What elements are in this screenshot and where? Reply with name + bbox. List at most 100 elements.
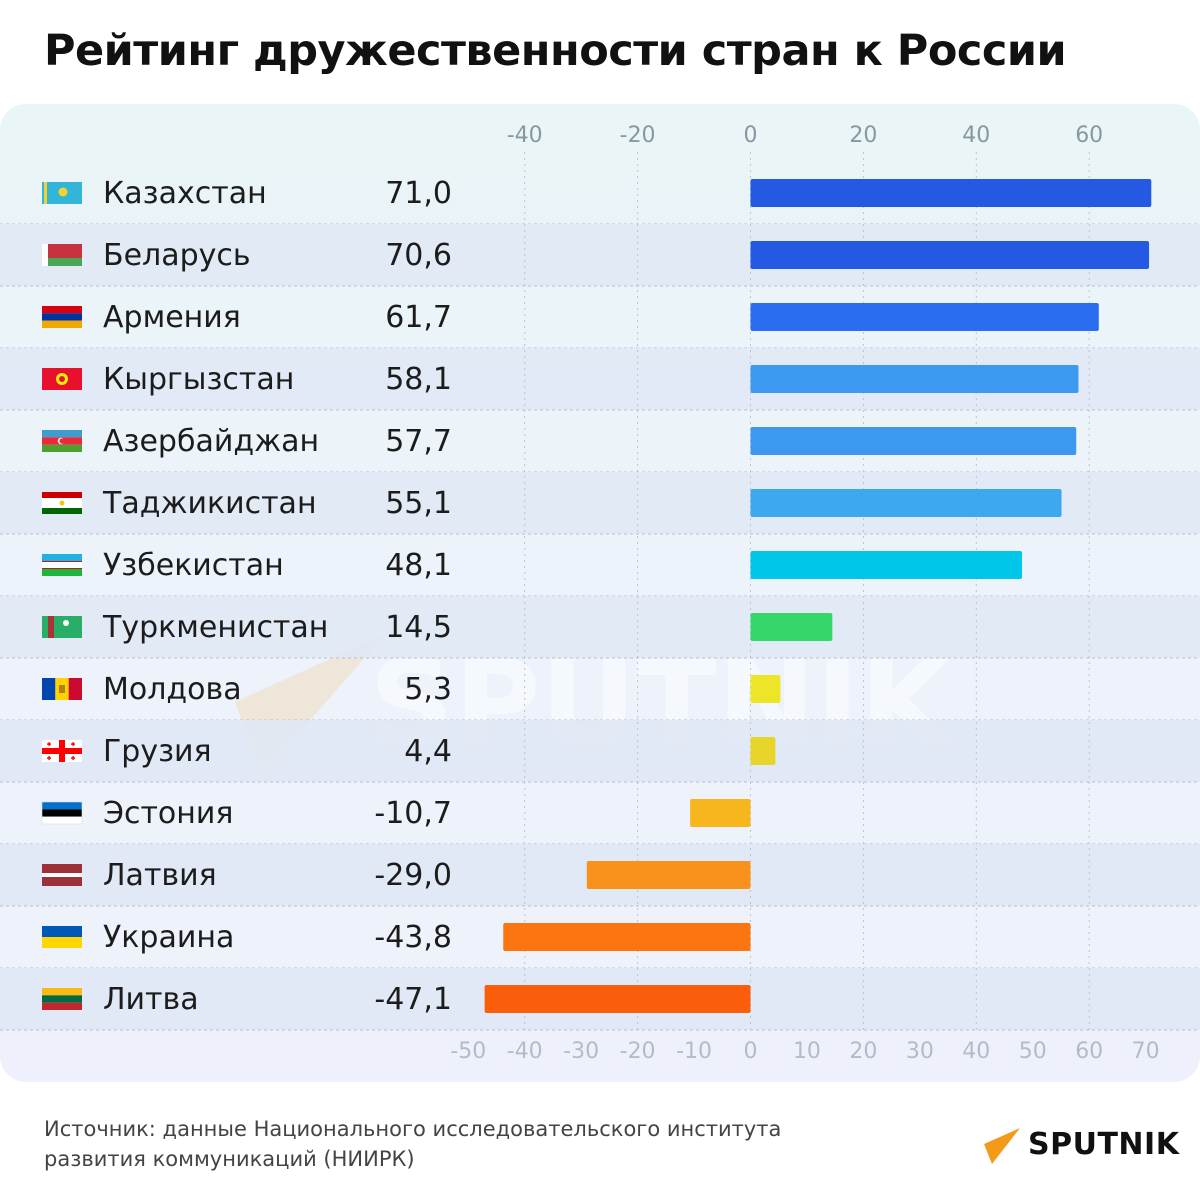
value-label: -29,0 (374, 858, 452, 893)
bar (750, 303, 1099, 331)
bottom-tick-label: 0 (744, 1039, 758, 1064)
top-tick-label: -40 (507, 123, 543, 148)
country-name: Казахстан (103, 176, 267, 211)
bar (750, 675, 781, 703)
kyrgyzstan-flag (42, 368, 82, 390)
country-name: Эстония (103, 796, 233, 831)
country-name: Латвия (103, 858, 217, 893)
bottom-tick-label: 50 (1019, 1039, 1047, 1064)
tajikistan-flag (42, 492, 82, 514)
country-row: Таджикистан 55,1 (42, 486, 1062, 521)
ukraine-flag (42, 926, 82, 948)
country-row: Молдова 5,3 (42, 672, 781, 707)
country-name: Азербайджан (103, 424, 319, 459)
value-label: -10,7 (374, 796, 452, 831)
value-label: 4,4 (404, 734, 452, 769)
bottom-tick-label: 20 (849, 1039, 877, 1064)
sputnik-logo-text: SPUTNIK (1028, 1126, 1180, 1162)
country-row: Туркменистан 14,5 (42, 610, 833, 645)
bar (750, 365, 1079, 393)
value-label: 61,7 (385, 300, 452, 335)
top-axis: -40 -20 0 20 40 60 (507, 123, 1103, 148)
estonia-flag (41, 801, 83, 825)
bottom-tick-label: 70 (1132, 1039, 1160, 1064)
bottom-tick-label: -10 (676, 1039, 712, 1064)
country-row: Кыргызстан 58,1 (42, 362, 1079, 397)
country-row: Узбекистан 48,1 (42, 548, 1023, 583)
value-label: 58,1 (385, 362, 452, 397)
bottom-tick-label: -20 (620, 1039, 656, 1064)
country-row: Казахстан 71,0 (42, 176, 1152, 211)
top-tick-label: 20 (849, 123, 877, 148)
azerbaijan-flag (42, 430, 82, 452)
country-row: Украина -43,8 (42, 920, 751, 955)
value-label: -43,8 (374, 920, 452, 955)
bar-chart: SPUTNIK -40 -20 0 20 40 60-50 -40 -30 -20 -10 0 10 2… (0, 123, 1200, 1064)
country-name: Литва (103, 982, 199, 1017)
bar (484, 985, 751, 1013)
country-row: Латвия -29,0 (42, 858, 751, 893)
country-row: Армения 61,7 (42, 300, 1099, 335)
sputnik-logo: SPUTNIK (982, 1122, 1179, 1166)
country-name: Узбекистан (103, 548, 284, 583)
chart-panel: SPUTNIK -40 -20 0 20 40 60 -50 -40 -30 -20 -10 0 10 2… (0, 104, 1200, 1082)
value-label: -47,1 (374, 982, 452, 1017)
value-label: 55,1 (385, 486, 452, 521)
bottom-tick-label: 40 (962, 1039, 990, 1064)
value-label: 70,6 (385, 238, 452, 273)
moldova-flag (42, 678, 82, 700)
lithuania-flag (42, 988, 82, 1010)
rows: Казахстан 71,0 Беларусь 70,6 Армения 61,7 Кырг… (41, 176, 1152, 1017)
bar (750, 489, 1062, 517)
country-name: Украина (103, 920, 234, 955)
kazakhstan-flag (42, 182, 82, 204)
row-stripe (0, 720, 1200, 782)
top-tick-label: 60 (1075, 123, 1103, 148)
country-row: Азербайджан 57,7 (42, 424, 1077, 459)
bar (750, 551, 1023, 579)
armenia-flag (42, 306, 82, 328)
bottom-tick-label: -50 (450, 1039, 486, 1064)
georgia-flag (42, 740, 82, 762)
country-name: Молдова (103, 672, 242, 707)
bottom-tick-label: 10 (793, 1039, 821, 1064)
belarus-flag (42, 244, 82, 266)
country-name: Кыргызстан (103, 362, 294, 397)
bar (586, 861, 751, 889)
country-name: Армения (103, 300, 241, 335)
row-stripes (0, 223, 1200, 1031)
bar (750, 737, 776, 765)
bottom-tick-label: -40 (507, 1039, 543, 1064)
country-row: Эстония -10,7 (41, 796, 751, 831)
value-label: 48,1 (385, 548, 452, 583)
sputnik-logo-icon (984, 1128, 1020, 1164)
top-tick-label: 40 (962, 123, 990, 148)
latvia-flag (42, 864, 82, 886)
bar (750, 427, 1077, 455)
value-label: 57,7 (385, 424, 452, 459)
top-tick-label: 0 (744, 123, 758, 148)
country-name: Туркменистан (102, 610, 328, 645)
bar (750, 241, 1150, 269)
country-row: Грузия 4,4 (42, 734, 776, 769)
bar (750, 613, 833, 641)
top-tick-label: -20 (620, 123, 656, 148)
uzbekistan-flag (42, 554, 82, 576)
turkmenistan-flag (42, 616, 82, 638)
bottom-axis: -50 -40 -30 -20 -10 0 10 20 30 40 50 60 70 (450, 1039, 1159, 1064)
gridlines (524, 152, 1090, 1030)
value-label: 5,3 (404, 672, 452, 707)
country-name: Таджикистан (102, 486, 317, 521)
country-name: Грузия (103, 734, 212, 769)
country-row: Литва -47,1 (42, 982, 751, 1017)
bar (750, 179, 1152, 207)
bottom-tick-label: 30 (906, 1039, 934, 1064)
bar (503, 923, 751, 951)
chart-title: Рейтинг дружественности стран к России (44, 26, 1067, 76)
row-stripe (0, 596, 1200, 658)
bottom-tick-label: -30 (563, 1039, 599, 1064)
country-name: Беларусь (103, 238, 251, 273)
value-label: 14,5 (385, 610, 452, 645)
country-row: Беларусь 70,6 (42, 238, 1150, 273)
source-note: Источник: данные Национального исследова… (44, 1117, 782, 1171)
